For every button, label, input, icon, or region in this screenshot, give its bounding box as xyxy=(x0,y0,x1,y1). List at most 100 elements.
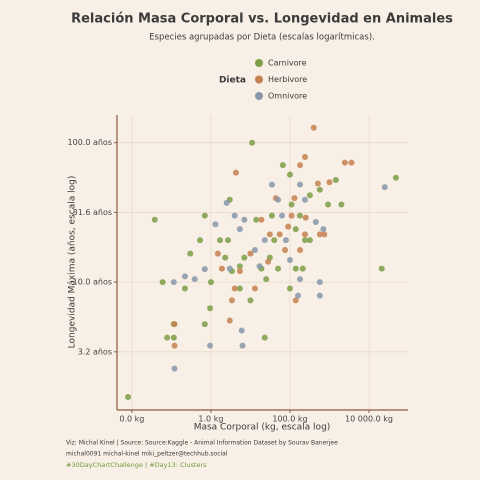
point xyxy=(306,237,313,244)
point xyxy=(201,266,208,273)
x-tick-label: 100.0 kg xyxy=(272,415,307,424)
point xyxy=(181,285,188,292)
point xyxy=(218,265,225,272)
point xyxy=(301,153,308,160)
point xyxy=(239,342,246,349)
point xyxy=(325,201,332,208)
point xyxy=(288,201,295,208)
x-tick-label: 0.0 kg xyxy=(119,415,144,424)
point xyxy=(285,223,292,230)
point xyxy=(310,124,317,131)
point xyxy=(247,297,254,304)
point xyxy=(231,285,238,292)
point xyxy=(201,321,208,328)
point xyxy=(181,273,188,280)
point xyxy=(253,216,260,223)
x-tick-label: 1.0 kg xyxy=(198,415,223,424)
y-tick-label: 3.2 años xyxy=(78,347,112,356)
point xyxy=(226,265,233,272)
y-tick-label: 100.0 años xyxy=(68,138,112,147)
point xyxy=(296,212,303,219)
y-axis-label: Longevidad Máxima (años, escala log) xyxy=(68,176,78,349)
point xyxy=(261,237,268,244)
point xyxy=(316,231,323,238)
point xyxy=(212,221,219,228)
point xyxy=(297,181,304,188)
point xyxy=(207,305,214,312)
point xyxy=(282,237,289,244)
point xyxy=(197,237,204,244)
point xyxy=(292,226,299,233)
point xyxy=(268,181,275,188)
point xyxy=(301,237,308,244)
point xyxy=(236,263,243,270)
point xyxy=(332,177,339,184)
point xyxy=(279,212,286,219)
chart-title: Relación Masa Corporal vs. Longevidad en… xyxy=(71,12,453,27)
point xyxy=(236,268,243,275)
point xyxy=(241,254,248,261)
point xyxy=(207,342,214,349)
point xyxy=(265,258,272,265)
legend-title: Dieta xyxy=(219,76,246,86)
point xyxy=(286,171,293,178)
legend-label: Herbivore xyxy=(268,75,307,84)
point xyxy=(191,276,198,283)
point xyxy=(301,196,308,203)
point xyxy=(170,334,177,341)
caption: michal0091 michal-kinel miki_peltzer@tec… xyxy=(66,451,228,458)
point xyxy=(392,174,399,181)
point xyxy=(286,257,293,264)
point xyxy=(251,246,258,253)
point xyxy=(236,226,243,233)
legend-label: Omnivore xyxy=(268,92,307,101)
point xyxy=(171,342,178,349)
y-tick-label: 31.6 años xyxy=(73,208,112,217)
point xyxy=(338,201,345,208)
point xyxy=(314,180,321,187)
point xyxy=(256,263,263,270)
point xyxy=(271,237,278,244)
point xyxy=(302,214,309,221)
point xyxy=(268,212,275,219)
point xyxy=(261,334,268,341)
point xyxy=(228,297,235,304)
point xyxy=(275,265,282,272)
point xyxy=(223,199,230,206)
point xyxy=(297,162,304,169)
point xyxy=(316,279,323,286)
point xyxy=(241,216,248,223)
point xyxy=(236,285,243,292)
x-tick-label: 10 000.0 kg xyxy=(345,415,393,424)
point xyxy=(348,159,355,166)
point xyxy=(321,231,328,238)
point xyxy=(263,276,270,283)
chart-subtitle: Especies agrupadas por Dieta (escalas lo… xyxy=(149,33,375,43)
point xyxy=(312,218,319,225)
point xyxy=(306,192,313,199)
point xyxy=(159,279,166,286)
point xyxy=(292,297,299,304)
point xyxy=(288,212,295,219)
point xyxy=(217,237,224,244)
point xyxy=(378,265,385,272)
point xyxy=(251,285,258,292)
point xyxy=(275,196,282,203)
point xyxy=(291,195,298,202)
point xyxy=(170,279,177,286)
point xyxy=(299,265,306,272)
point xyxy=(125,393,132,400)
point xyxy=(214,250,221,257)
point xyxy=(247,250,254,257)
point xyxy=(231,212,238,219)
point xyxy=(224,237,231,244)
legend-label: Carnivore xyxy=(268,59,307,68)
hashtags: #30DayChartChallenge | #Day13: Clusters xyxy=(66,461,207,469)
point xyxy=(326,179,333,186)
point xyxy=(276,231,283,238)
legend-marker xyxy=(255,92,263,100)
point xyxy=(320,226,327,233)
caption: Viz: Michal Kinel | Source: Source:Kaggl… xyxy=(66,440,338,447)
point xyxy=(238,327,245,334)
point xyxy=(292,265,299,272)
